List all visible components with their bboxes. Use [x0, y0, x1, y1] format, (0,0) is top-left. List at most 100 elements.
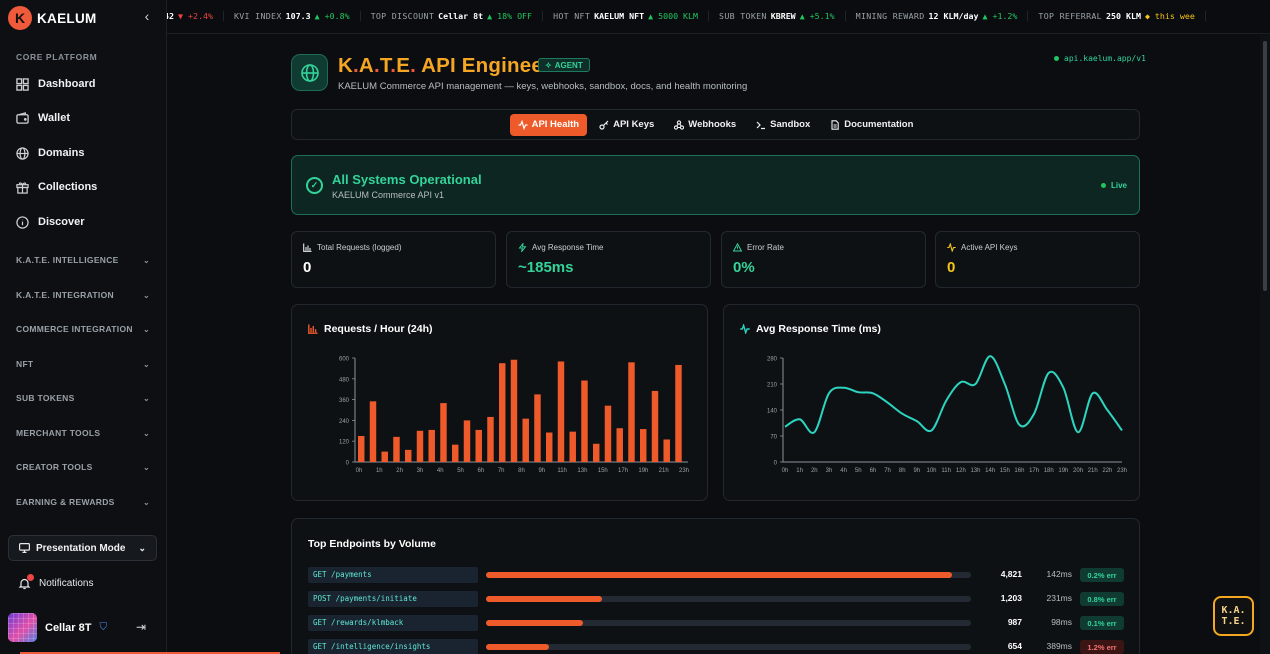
key-icon — [599, 120, 609, 130]
tab-api-health[interactable]: API Health — [509, 113, 588, 136]
y-tick-label: 120 — [339, 440, 350, 446]
tab-api-keys[interactable]: API Keys — [591, 114, 662, 136]
chevron-down-icon: ⌄ — [142, 497, 150, 507]
kate-assistant-button[interactable]: K.A. T.E. — [1213, 596, 1254, 636]
chevron-left-icon[interactable]: ‹ — [144, 8, 150, 24]
x-tick-label: 13h — [577, 468, 587, 474]
bar — [675, 364, 682, 462]
ticker-item: SUB TOKEN KBREW ▲ +5.1% — [709, 11, 846, 21]
sidebar: K KAELUM ‹ CORE PLATFORM Dashboard Walle… — [0, 0, 167, 654]
x-tick-label: 15h — [598, 468, 608, 474]
bell-icon — [18, 574, 34, 590]
y-tick-label: 0 — [774, 461, 778, 467]
table-row[interactable]: POST /payments/initiate 1,203 231ms 0.8% er… — [308, 591, 1126, 607]
endpoint-latency: 98ms — [1051, 617, 1072, 627]
table-row[interactable]: GET /rewards/klmback 987 98ms 0.1% err — [308, 615, 1126, 631]
x-tick-label: 11h — [557, 468, 567, 474]
ticker-value: Cellar 8t — [438, 11, 484, 21]
notifications-button[interactable]: Notifications — [18, 574, 94, 590]
sidebar-group-sub-tokens[interactable]: SUB TOKENS ⌄ — [16, 391, 150, 405]
sidebar-item-collections[interactable]: Collections — [16, 177, 97, 197]
bar — [534, 394, 541, 462]
agent-badge: ✧ AGENT — [538, 58, 590, 72]
bar — [546, 432, 553, 462]
x-tick-label: 11h — [941, 468, 951, 474]
x-tick-label: 13h — [970, 468, 980, 474]
api-url[interactable]: api.kaelum.app/v1 — [1054, 54, 1146, 63]
bar — [604, 405, 612, 462]
bar-chart-icon — [308, 324, 318, 334]
sidebar-item-dashboard[interactable]: Dashboard — [16, 74, 95, 94]
notification-badge — [27, 574, 34, 581]
user-profile[interactable]: Cellar 8T ⛉ — [8, 613, 107, 642]
volume-bar — [486, 644, 971, 650]
y-tick-label: 280 — [767, 357, 778, 363]
x-tick-label: 16h — [1014, 468, 1024, 474]
logout-icon[interactable]: ⇥ — [136, 620, 147, 634]
bar — [440, 403, 447, 462]
brand[interactable]: K KAELUM — [8, 6, 97, 30]
ticker-item: HOT NFT KAELUM NFT ▲ 5000 KLM — [543, 11, 710, 21]
x-tick-label: 14h — [985, 468, 995, 474]
bar — [381, 451, 388, 462]
bar — [557, 361, 565, 462]
tab-documentation[interactable]: Documentation — [822, 114, 921, 136]
sidebar-group-label: CREATOR TOOLS — [16, 462, 93, 472]
ticker-item: KVI INDEX 107.3 ▲ +0.8% — [224, 11, 361, 21]
sidebar-group-commerce-integration[interactable]: COMMERCE INTEGRATION ⌄ — [16, 322, 150, 336]
kate-widget-line: T.E. — [1221, 616, 1246, 627]
monitor-icon — [19, 543, 30, 553]
table-row[interactable]: GET /intelligence/insights 654 389ms 1.2% e… — [308, 639, 1126, 654]
requests-bar-chart: 0 120 240 360 480 600 0h 1h 2h 3h 4h 5h 6h 7h 8h 9h 11h 1… — [339, 357, 689, 475]
notifications-label: Notifications — [39, 578, 94, 589]
x-tick-label: 21h — [659, 468, 669, 474]
sidebar-group-merchant-tools[interactable]: MERCHANT TOOLS ⌄ — [16, 426, 150, 440]
bar — [581, 380, 588, 462]
sidebar-group-label: K.A.T.E. INTELLIGENCE — [16, 255, 119, 265]
x-tick-label: 9h — [538, 468, 545, 474]
sidebar-item-label: Dashboard — [38, 78, 96, 90]
tab-webhooks[interactable]: Webhooks — [666, 114, 744, 136]
sidebar-group-creator-tools[interactable]: CREATOR TOOLS ⌄ — [16, 460, 150, 474]
check-circle-icon: ✓ — [306, 177, 323, 194]
ticker-change: ▲ 18% OFF — [487, 11, 533, 21]
terminal-icon — [756, 121, 766, 129]
page-icon — [291, 54, 328, 91]
y-tick-label: 600 — [339, 357, 350, 363]
bar — [569, 431, 576, 462]
stat-label: Error Rate — [733, 243, 784, 252]
scrollbar[interactable] — [1260, 35, 1270, 654]
brand-logo: K — [8, 6, 32, 30]
sidebar-item-domains[interactable]: Domains — [16, 143, 84, 163]
x-tick-label: 17h — [618, 468, 628, 474]
sidebar-item-discover[interactable]: Discover — [16, 212, 84, 232]
sidebar-group-earning-rewards[interactable]: EARNING & REWARDS ⌄ — [16, 495, 150, 509]
x-tick-label: 22h — [1102, 468, 1112, 474]
sidebar-group-nft[interactable]: NFT ⌄ — [16, 357, 150, 371]
sidebar-group-kate-integration[interactable]: K.A.T.E. INTEGRATION ⌄ — [16, 288, 150, 302]
x-tick-label: 6h — [870, 468, 877, 474]
x-tick-label: 7h — [884, 468, 891, 474]
page-subtitle: KAELUM Commerce API management — keys, w… — [338, 81, 748, 92]
bar — [393, 436, 400, 462]
tab-sandbox[interactable]: Sandbox — [748, 114, 818, 136]
ticker-label: HOT NFT — [553, 11, 591, 21]
bar-chart-icon — [303, 243, 312, 252]
y-tick-label: 210 — [767, 383, 778, 389]
x-tick-label: 5h — [855, 468, 862, 474]
title-part: K — [338, 54, 354, 77]
presentation-mode-select[interactable]: Presentation Mode ⌄ — [8, 535, 157, 561]
x-tick-label: 19h — [638, 468, 648, 474]
bar — [452, 444, 459, 462]
sidebar-group-kate-intelligence[interactable]: K.A.T.E. INTELLIGENCE ⌄ — [16, 253, 150, 267]
table-row[interactable]: GET /payments 4,821 142ms 0.2% err — [308, 567, 1126, 583]
bar — [405, 449, 412, 462]
ticker-value: 250 KLM — [1105, 11, 1141, 21]
scrollbar-thumb[interactable] — [1263, 41, 1267, 291]
stat-card-error-rate: Error Rate 0% — [721, 231, 926, 288]
sidebar-item-wallet[interactable]: Wallet — [16, 108, 70, 128]
tab-bar: API Health API Keys Webhooks Sandbox Doc… — [291, 109, 1140, 140]
bar — [616, 428, 623, 462]
error-rate-badge: 1.2% err — [1080, 640, 1124, 654]
ticker-change: ▼ +2.4% — [178, 11, 213, 21]
